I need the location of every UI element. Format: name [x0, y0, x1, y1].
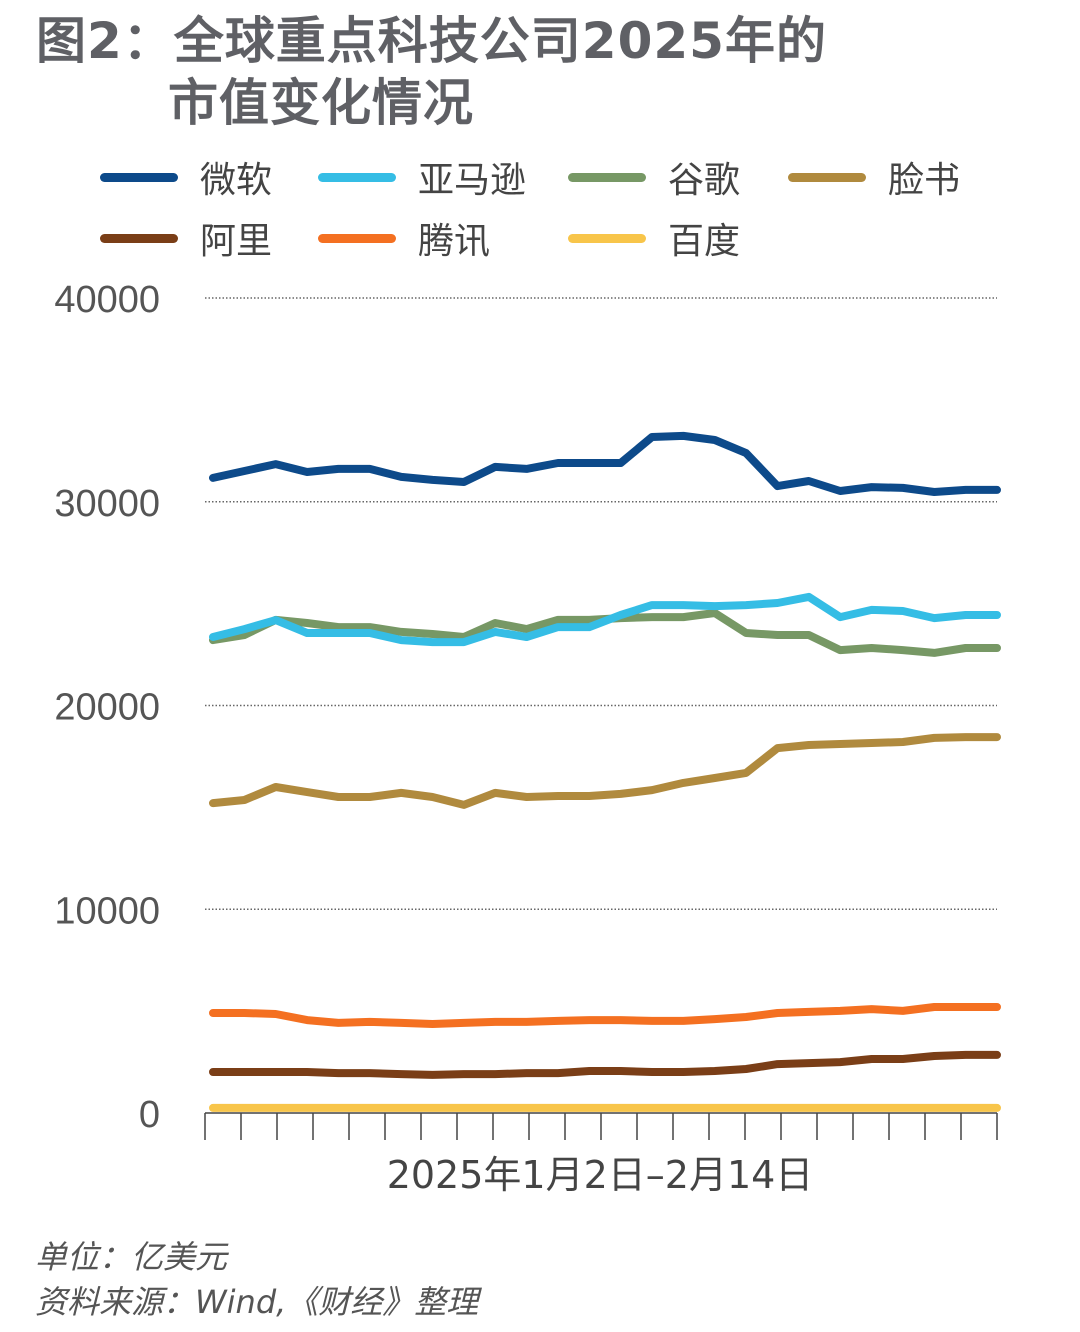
legend-swatch — [318, 233, 396, 243]
legend-label: 微软 — [200, 160, 273, 201]
legend-item: 腾讯 — [318, 218, 490, 262]
legend-item: 微软 — [100, 157, 272, 201]
y-tick-label: 40000 — [54, 279, 160, 321]
legend-item: 百度 — [568, 218, 740, 262]
legend-item: 谷歌 — [568, 157, 740, 201]
title-line-1: 图2：全球重点科技公司2025年的 — [36, 12, 827, 70]
y-tick-label: 10000 — [54, 890, 160, 932]
chart-title: 图2：全球重点科技公司2025年的 市值变化情况 — [36, 10, 827, 134]
legend-item: 脸书 — [788, 157, 960, 201]
legend-label: 百度 — [668, 221, 741, 262]
series-line-5 — [209, 1003, 1001, 1028]
series-line-4 — [209, 1050, 1001, 1079]
y-tick-label: 30000 — [54, 483, 160, 525]
legend-swatch — [568, 172, 646, 182]
source-note: 资料来源：Wind,《财经》整理 — [35, 1283, 479, 1321]
legend-label: 阿里 — [200, 221, 273, 262]
legend-label: 脸书 — [888, 160, 961, 201]
series-line-1 — [209, 592, 1001, 647]
y-tick-label: 20000 — [54, 687, 160, 729]
legend-label: 谷歌 — [668, 160, 741, 201]
y-tick-label: 0 — [139, 1094, 160, 1136]
unit-note: 单位：亿美元 — [35, 1238, 228, 1276]
legend-swatch — [100, 233, 178, 243]
series-line-0 — [209, 431, 1001, 496]
legend-swatch — [318, 172, 396, 182]
legend-item: 阿里 — [100, 218, 272, 262]
legend-swatch — [568, 233, 646, 243]
legend-item: 亚马逊 — [318, 157, 526, 201]
legend-swatch — [788, 172, 866, 182]
title-line-2: 市值变化情况 — [168, 74, 474, 132]
series-line-3 — [209, 733, 1001, 809]
legend-label: 亚马逊 — [418, 160, 527, 201]
x-axis-label: 2025年1月2日–2月14日 — [387, 1153, 814, 1197]
legend-label: 腾讯 — [418, 221, 491, 262]
legend-swatch — [100, 172, 178, 182]
